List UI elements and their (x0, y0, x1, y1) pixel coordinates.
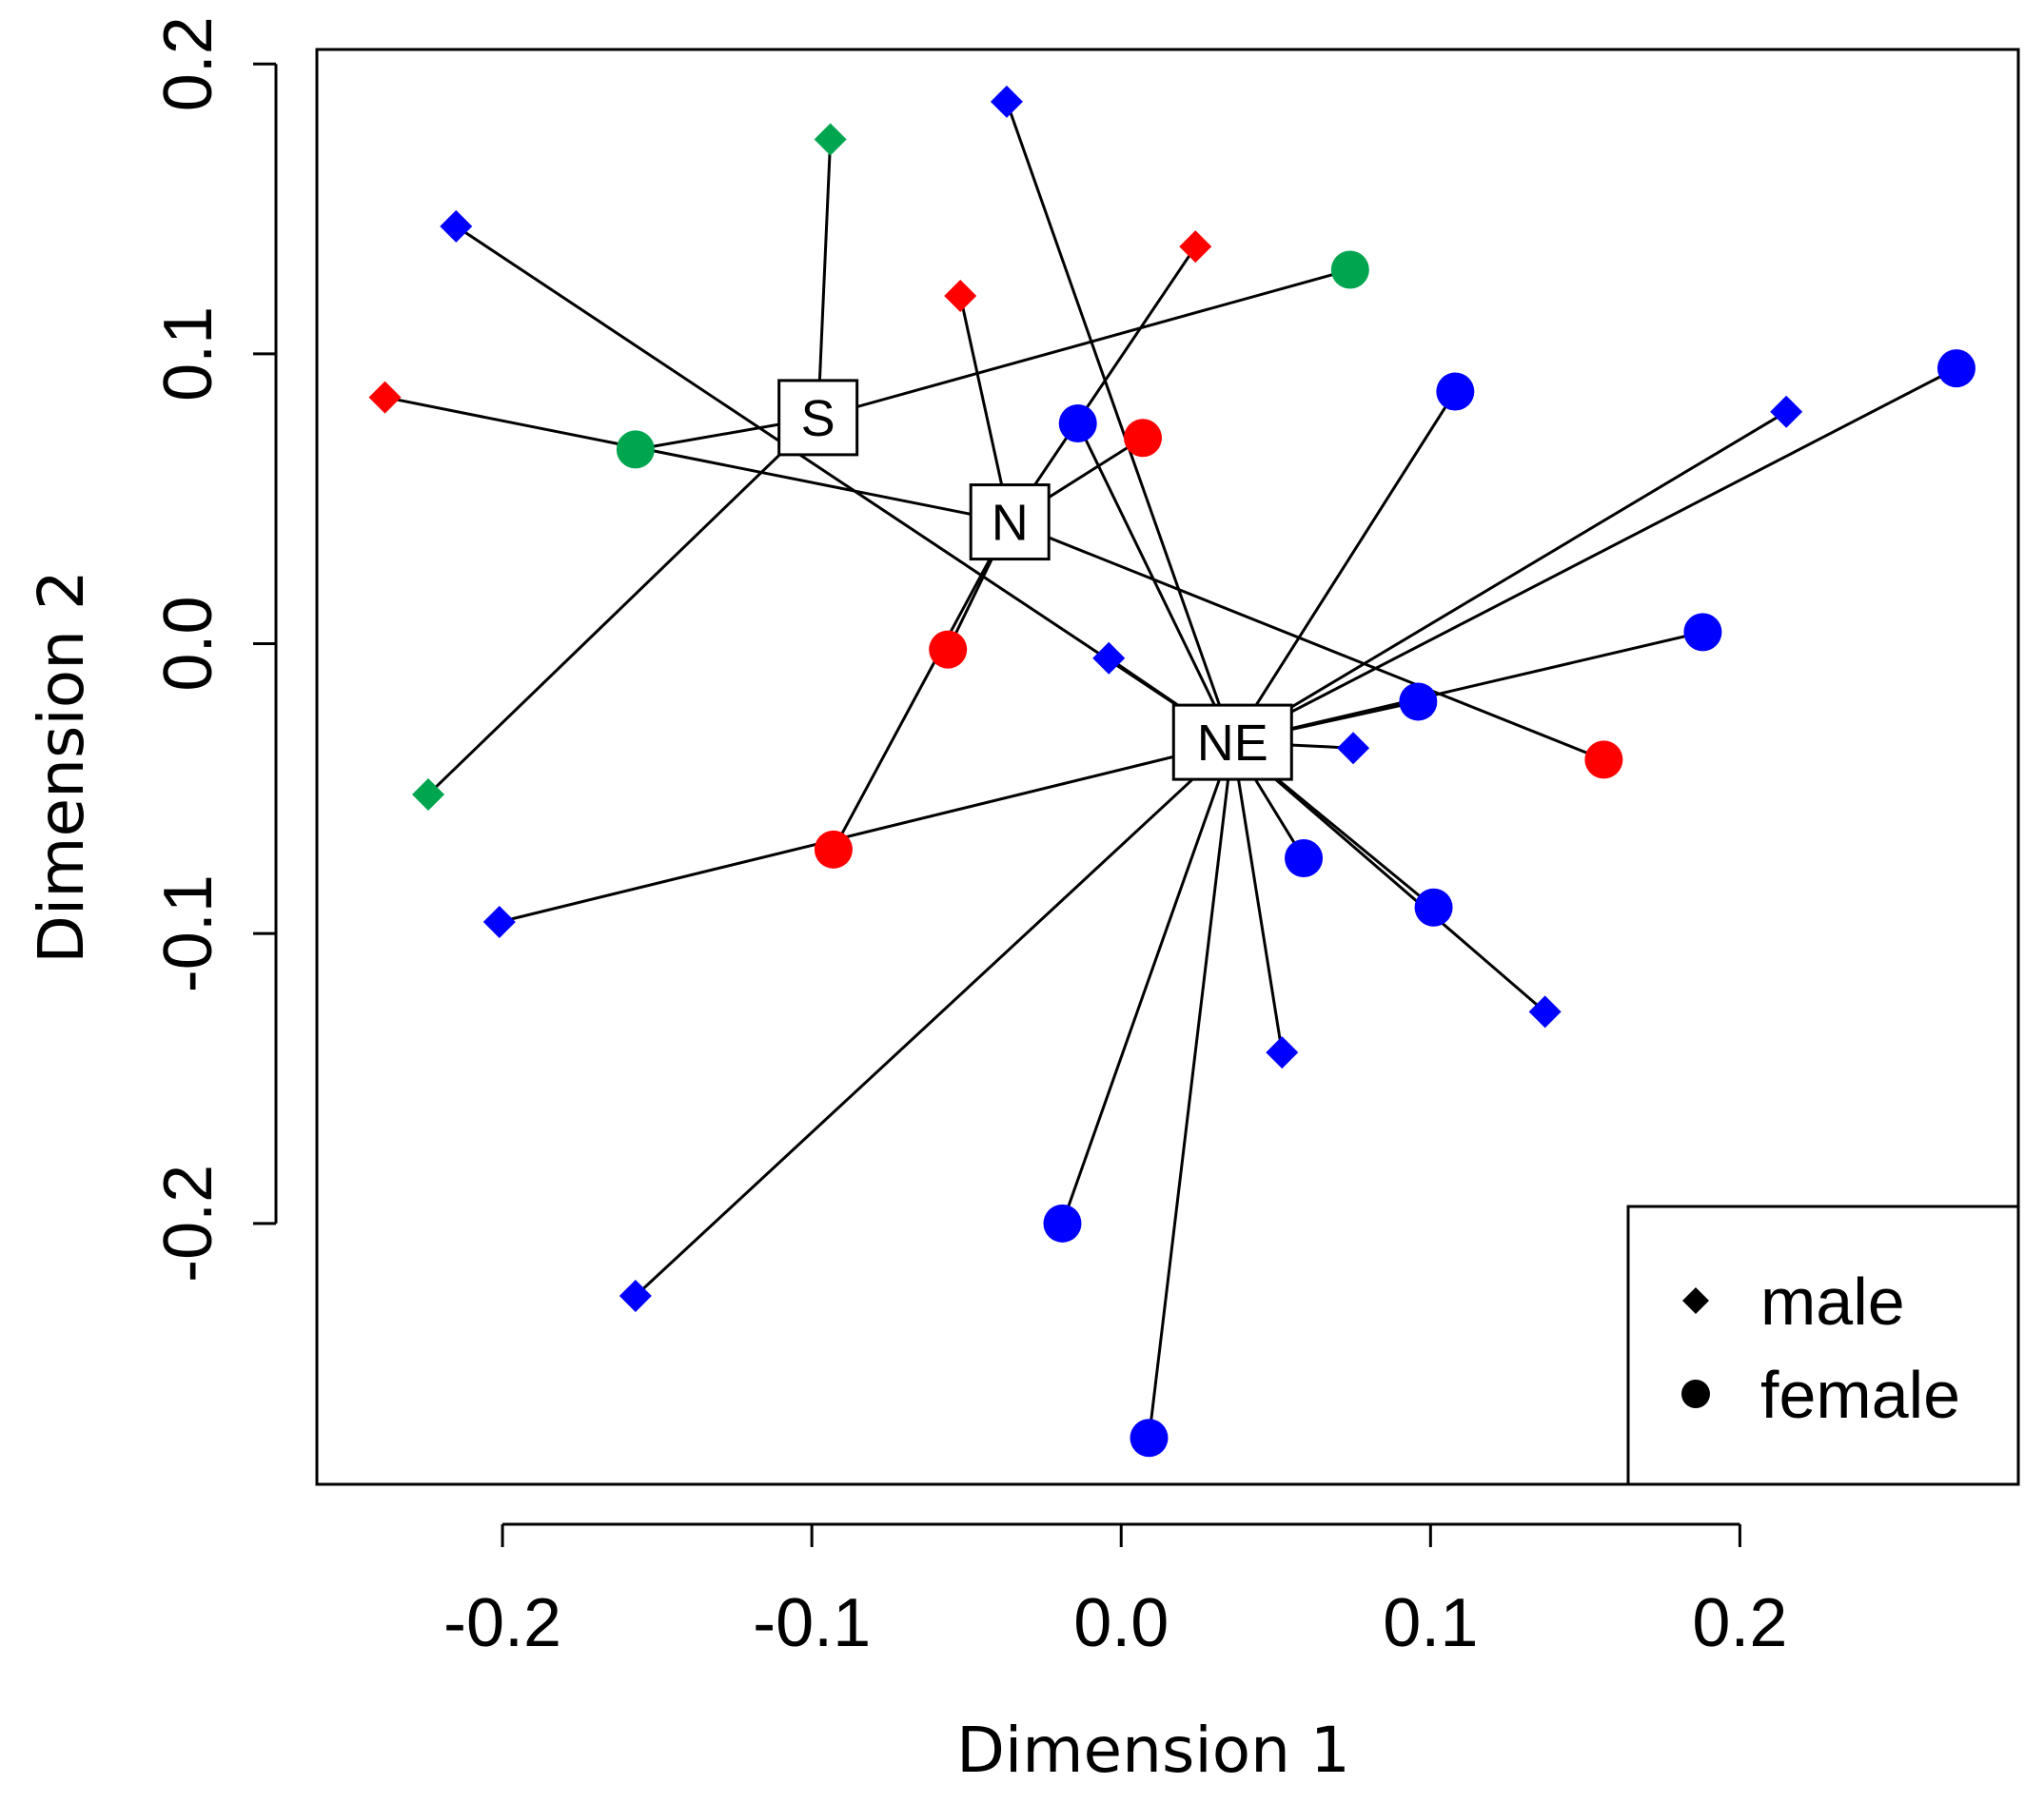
female-point-18 (1683, 613, 1722, 652)
connector-line-29 (1148, 741, 1234, 1439)
connector-line-26 (499, 740, 1233, 924)
female-point-8 (1123, 419, 1162, 458)
centroid-label-n: N (992, 495, 1029, 552)
male-point-26 (482, 905, 516, 938)
male-point-21 (1337, 732, 1370, 765)
x-tick-label-3: 0.1 (1383, 1585, 1478, 1661)
x-tick-label-0: -0.2 (443, 1585, 561, 1661)
x-tick-label-2: 0.0 (1073, 1585, 1169, 1661)
connector-line-15 (1231, 390, 1457, 743)
centroid-label-ne: NE (1197, 715, 1268, 772)
y-axis-title: Dimension 2 (25, 570, 98, 964)
x-tick-label-1: -0.1 (753, 1585, 871, 1661)
plot-frame (315, 48, 2020, 1486)
x-axis: -0.2 -0.1 0.0 0.1 0.2 (443, 1522, 1787, 1661)
y-tick-label-3: 0.1 (150, 306, 226, 402)
male-point-25 (1266, 1036, 1299, 1069)
y-axis: -0.2 -0.1 0.0 0.1 0.2 (150, 16, 278, 1283)
legend-male-marker (1682, 1287, 1709, 1314)
connector-line-24 (1231, 740, 1546, 1013)
male-point-4 (412, 777, 445, 811)
connector-line-5 (384, 396, 1011, 524)
connector-line-17 (1231, 366, 1957, 744)
male-point-24 (1528, 995, 1562, 1029)
connector-line-7 (1008, 245, 1197, 523)
female-point-23 (1414, 888, 1453, 927)
connector-line-25 (1230, 741, 1284, 1053)
y-tick-label-1: -0.1 (150, 874, 226, 992)
female-point-29 (1130, 1419, 1169, 1458)
centroid-label-s: S (801, 390, 835, 447)
y-tick-label-4: 0.2 (150, 16, 226, 111)
legend: male female (1626, 1205, 2020, 1486)
connector-line-4 (426, 416, 819, 796)
legend-female-label: female (1760, 1358, 1960, 1432)
group-centroids: S N NE (777, 379, 1293, 781)
centroid-box-s (777, 379, 859, 457)
male-point-5 (368, 381, 402, 414)
male-point-16 (1770, 395, 1803, 428)
x-axis-title: Dimension 1 (956, 1714, 1350, 1787)
x-tick-label-4: 0.2 (1692, 1585, 1787, 1661)
data-points (368, 85, 1975, 1458)
legend-female-marker (1681, 1380, 1710, 1408)
female-point-14 (1058, 403, 1097, 442)
y-tick-label-0: -0.2 (150, 1165, 226, 1283)
connector-line-1 (817, 268, 1351, 420)
y-tick-label-2: 0.0 (150, 596, 226, 691)
male-point-19 (1092, 641, 1126, 675)
connector-line-3 (816, 139, 833, 418)
legend-box (1626, 1205, 2020, 1486)
female-point-22 (1285, 838, 1324, 877)
female-point-11 (1584, 740, 1623, 779)
male-point-7 (1179, 230, 1212, 264)
female-point-9 (929, 630, 968, 669)
male-point-12 (440, 209, 473, 243)
centroid-box-n (969, 483, 1051, 561)
male-point-28 (619, 1279, 652, 1312)
connector-line-14 (1076, 422, 1234, 743)
female-point-2 (616, 430, 655, 469)
female-point-27 (1043, 1204, 1082, 1243)
female-point-1 (1330, 250, 1369, 289)
connector-line-28 (634, 741, 1234, 1298)
legend-male-label: male (1760, 1265, 1905, 1339)
connector-line-27 (1061, 741, 1234, 1225)
male-point-13 (990, 85, 1023, 118)
male-point-6 (944, 279, 977, 312)
centroid-box-ne (1171, 703, 1293, 781)
connector-line-13 (1005, 101, 1234, 743)
connector-line-10 (832, 520, 1012, 851)
female-point-10 (814, 830, 853, 869)
connector-line-16 (1231, 410, 1787, 744)
female-point-17 (1936, 349, 1975, 388)
female-point-20 (1399, 682, 1438, 721)
male-point-3 (814, 123, 847, 156)
female-point-15 (1436, 372, 1475, 411)
connector-line-11 (1009, 520, 1604, 761)
